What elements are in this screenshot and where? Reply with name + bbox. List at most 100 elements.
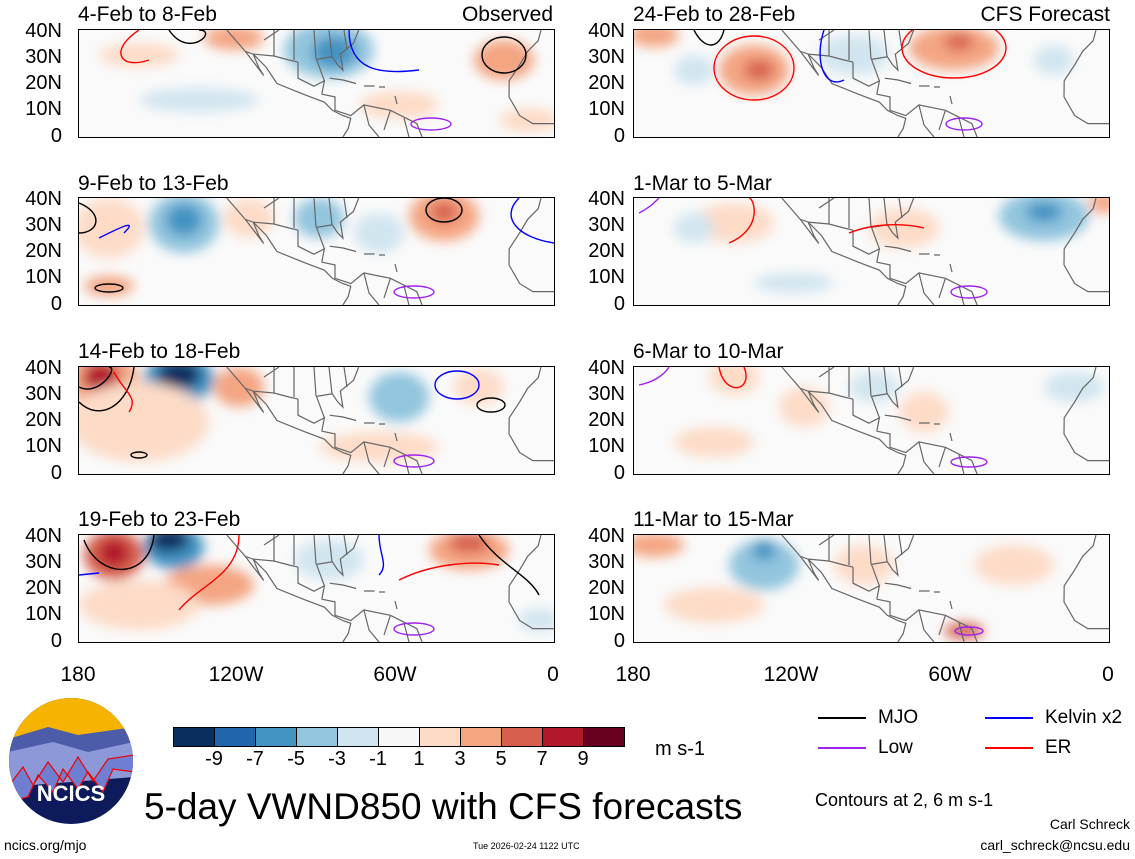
lon-tick: 180 [60, 663, 96, 686]
lon-tick: 60W [373, 663, 417, 686]
panel-title: 19-Feb to 23-Feb [78, 508, 241, 531]
lat-tick: 20N [25, 72, 62, 94]
ncics-logo: NCICS [9, 698, 133, 824]
panel-tag-observed: Observed [461, 3, 553, 26]
legend-mjo: MJO [818, 707, 918, 729]
lat-tick: 30N [25, 551, 62, 573]
lat-tick: 30N [25, 46, 62, 68]
colorbar-tick-label: -7 [246, 748, 264, 770]
colorbar-swatch [543, 728, 584, 746]
lat-tick: 0 [613, 293, 625, 315]
colorbar-swatch [420, 728, 461, 746]
lat-tick: 0 [50, 630, 62, 652]
lon-tick: 0 [547, 663, 559, 686]
mjo-line-swatch [818, 717, 866, 719]
lat-tick: 10N [25, 98, 62, 120]
colorbar-swatch [379, 728, 420, 746]
lat-tick: 40N [25, 188, 62, 210]
panel-title: 14-Feb to 18-Feb [78, 340, 241, 363]
colorbar-tick-label: 3 [454, 748, 466, 770]
colorbar-swatch [174, 728, 215, 746]
panel-title: 4-Feb to 8-Feb [78, 3, 217, 26]
lat-tick: 40N [588, 20, 625, 42]
colorbar-swatch [256, 728, 297, 746]
lat-tick: 0 [613, 462, 625, 484]
colorbar-units: m s-1 [655, 738, 705, 760]
legend-kelvin: Kelvin x2 [985, 707, 1122, 729]
colorbar-tick-label: 1 [413, 748, 425, 770]
kelvin-line-swatch [985, 717, 1033, 719]
colorbar-swatch [297, 728, 338, 746]
panel-title: 6-Mar to 10-Mar [633, 340, 784, 363]
map-panel-14feb-18feb [78, 366, 555, 475]
lat-tick: 20N [25, 577, 62, 599]
timestamp: Tue 2026-02-24 1122 UTC [473, 841, 580, 851]
lat-tick: 10N [588, 98, 625, 120]
panel-tag-forecast: CFS Forecast [980, 3, 1110, 26]
lat-tick: 10N [25, 435, 62, 457]
colorbar-tick-label: -9 [205, 748, 223, 770]
lat-tick: 0 [50, 125, 62, 147]
map-panel-24feb-28feb [633, 29, 1110, 138]
map-panel-11mar-15mar [633, 534, 1110, 643]
lat-tick: 0 [613, 125, 625, 147]
panel-title: 9-Feb to 13-Feb [78, 172, 229, 195]
colorbar-tick-label: 5 [495, 748, 507, 770]
lon-tick: 0 [1102, 663, 1114, 686]
main-title: 5-day VWND850 with CFS forecasts [144, 786, 743, 827]
legend-label: ER [1045, 737, 1072, 758]
map-panel-9feb-13feb [78, 197, 555, 306]
lat-tick: 40N [25, 357, 62, 379]
panel-title: 24-Feb to 28-Feb [633, 3, 796, 26]
lat-tick: 10N [25, 266, 62, 288]
lat-tick: 0 [613, 630, 625, 652]
lat-tick: 30N [588, 551, 625, 573]
logo-text: NCICS [37, 781, 105, 806]
lat-tick: 10N [25, 603, 62, 625]
colorbar-tick-label: 7 [536, 748, 548, 770]
lon-tick: 60W [928, 663, 972, 686]
lat-tick: 10N [588, 435, 625, 457]
lat-tick: 20N [588, 240, 625, 262]
legend-low: Low [818, 737, 913, 759]
lat-tick: 10N [588, 266, 625, 288]
lat-tick: 30N [588, 214, 625, 236]
colorbar-swatch [584, 728, 624, 746]
lat-tick: 30N [588, 383, 625, 405]
author-name: Carl Schreck [1049, 816, 1130, 832]
legend-label: MJO [878, 707, 919, 728]
map-panel-19feb-23feb [78, 534, 555, 643]
lat-tick: 0 [50, 462, 62, 484]
legend-label: Low [878, 737, 913, 758]
website-link[interactable]: ncics.org/mjo [4, 837, 87, 853]
map-panel-1mar-5mar [633, 197, 1110, 306]
colorbar-swatch [502, 728, 543, 746]
legend-label: Kelvin x2 [1045, 707, 1123, 728]
colorbar [173, 727, 625, 747]
author-email[interactable]: carl_schreck@ncsu.edu [980, 837, 1130, 853]
contours-note: Contours at 2, 6 m s-1 [815, 790, 994, 810]
lat-tick: 40N [588, 188, 625, 210]
lat-tick: 40N [25, 525, 62, 547]
lon-tick: 120W [763, 663, 819, 686]
lat-tick: 30N [25, 214, 62, 236]
lat-tick: 30N [25, 383, 62, 405]
colorbar-tick-label: -3 [328, 748, 346, 770]
lat-tick: 20N [25, 409, 62, 431]
lat-tick: 30N [588, 46, 625, 68]
colorbar-swatch [215, 728, 256, 746]
colorbar-tick-label: -5 [287, 748, 305, 770]
lat-tick: 0 [50, 293, 62, 315]
map-panel-4feb-8feb [78, 29, 555, 138]
legend-er: ER [985, 737, 1071, 759]
er-line-swatch [985, 747, 1033, 749]
lat-tick: 40N [25, 20, 62, 42]
lat-tick: 20N [588, 72, 625, 94]
colorbar-tick-label: -1 [369, 748, 387, 770]
lat-tick: 40N [588, 357, 625, 379]
lon-tick: 180 [615, 663, 651, 686]
panel-title: 1-Mar to 5-Mar [633, 172, 772, 195]
colorbar-tick-label: 9 [577, 748, 589, 770]
low-line-swatch [818, 747, 866, 749]
